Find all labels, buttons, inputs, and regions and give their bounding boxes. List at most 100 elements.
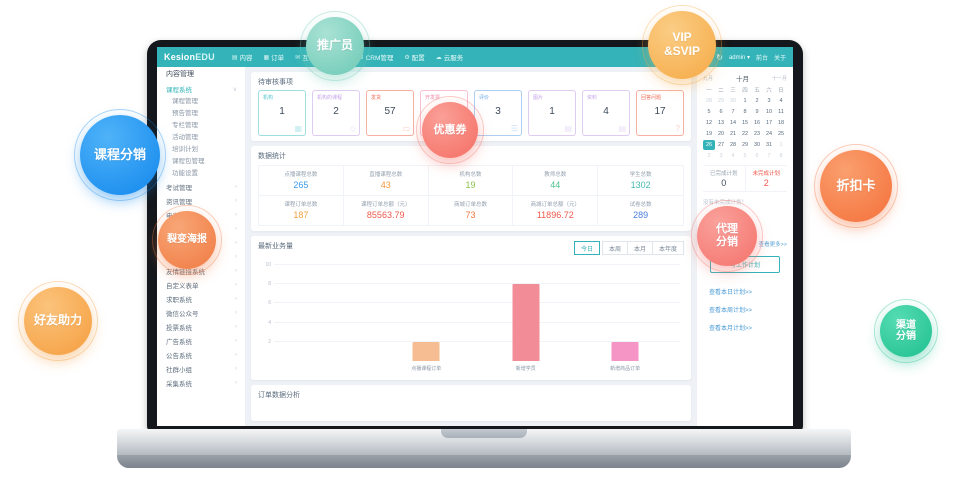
pending-item[interactable]: 机构的课程 2 ◇	[312, 90, 360, 136]
pending-item[interactable]: 资料 4 ▤	[582, 90, 630, 136]
bubble-vip-svip[interactable]: VIP &SVIP	[642, 5, 722, 85]
calendar-day[interactable]: 28	[729, 142, 737, 148]
calendar-day[interactable]: 13	[717, 120, 725, 126]
sidebar-group[interactable]: 自定义表单 ›	[157, 278, 245, 292]
pending-item[interactable]: 发货 57 ▭	[366, 90, 414, 136]
sidebar-group[interactable]: 投票系统 ›	[157, 320, 245, 334]
calendar-day[interactable]: 19	[705, 131, 713, 137]
calendar-day[interactable]: 10	[765, 109, 773, 115]
nav-item-cloud[interactable]: ☁ 云服务	[436, 52, 464, 63]
admin-dropdown[interactable]: admin ▾	[728, 54, 750, 61]
sidebar-group[interactable]: 求职系统 ›	[157, 292, 245, 306]
bubble-coupon[interactable]: 优惠券	[416, 96, 484, 164]
pending-item[interactable]: 回答问题 17?	[636, 90, 684, 136]
calendar-day[interactable]: 17	[765, 120, 773, 126]
bubble-friend-boost[interactable]: 好友助力	[18, 281, 98, 361]
nav-item-gear[interactable]: ⚙ 配置	[404, 52, 424, 63]
calendar-day[interactable]: 30	[729, 98, 737, 104]
calendar-day[interactable]: 16	[753, 120, 761, 126]
calendar-day[interactable]: 9	[755, 109, 759, 115]
sidebar-subitem[interactable]: 培训计划	[172, 146, 198, 153]
calendar-day[interactable]: 5	[743, 153, 747, 159]
calendar-day[interactable]: 24	[765, 131, 773, 137]
calendar-day[interactable]: 15	[741, 120, 749, 126]
sidebar-subitem[interactable]: 专栏管理	[172, 122, 198, 129]
stat-label: 点播课程总数	[284, 172, 318, 178]
calendar-day[interactable]: 25	[777, 131, 785, 137]
calendar-day[interactable]: 23	[753, 131, 761, 137]
next-month[interactable]: 十一月	[771, 75, 787, 82]
calendar-day[interactable]: 27	[717, 142, 725, 148]
frontend-link[interactable]: 前台	[755, 55, 768, 62]
sidebar-group[interactable]: 广告系统 ›	[157, 334, 245, 348]
nav-item-doc[interactable]: ▤ 内容	[232, 52, 253, 63]
app-logo[interactable]: KesionEDU	[164, 52, 215, 62]
sidebar-group[interactable]: 课程系统 ∨	[157, 82, 245, 96]
calendar-day[interactable]: 18	[777, 120, 785, 126]
calendar-day[interactable]: 31	[765, 142, 773, 148]
chart-tab[interactable]: 本年度	[651, 241, 684, 255]
calendar-day[interactable]: 26	[703, 140, 715, 150]
calendar-day[interactable]: 6	[755, 153, 759, 159]
sidebar-subitem[interactable]: 课程包管理	[172, 158, 205, 165]
calendar-day[interactable]: 2	[707, 153, 711, 159]
chart-tab[interactable]: 今日	[573, 241, 600, 255]
calendar-day[interactable]: 30	[753, 142, 761, 148]
calendar-day[interactable]: 8	[743, 109, 747, 115]
chart-tab[interactable]: 本周	[601, 241, 628, 255]
sidebar-group[interactable]: 社群小组 ›	[157, 362, 245, 376]
view-week-plan-link[interactable]: 查看本周计划>>	[709, 308, 753, 314]
calendar-day[interactable]: 22	[741, 131, 749, 137]
sidebar-subitem[interactable]: 课程管理	[172, 98, 198, 105]
chart-bar[interactable]	[611, 341, 639, 361]
pending-item[interactable]: 机构 1 ▦	[258, 90, 306, 136]
calendar-day[interactable]: 3	[719, 153, 723, 159]
sidebar-group[interactable]: 采集系统 ›	[157, 376, 245, 390]
calendar-day[interactable]: 1	[779, 142, 783, 148]
sidebar-group[interactable]: 考试管理 ›	[157, 180, 245, 194]
prev-month[interactable]: 九月	[703, 75, 714, 82]
calendar-day[interactable]: 4	[779, 98, 783, 104]
orders-card: 订单数据分析	[251, 385, 691, 421]
view-today-plan-link[interactable]: 查看本日计划>>	[709, 290, 753, 296]
calendar-day[interactable]: 14	[729, 120, 737, 126]
bubble-agent-distribution[interactable]: 代理 分销	[691, 200, 763, 272]
sidebar-group[interactable]: 资讯管理 ›	[157, 194, 245, 208]
gridline: 2	[268, 339, 680, 345]
calendar-day[interactable]: 7	[767, 153, 771, 159]
bubble-course-distribution[interactable]: 课程分销	[74, 109, 166, 201]
calendar-day[interactable]: 28	[705, 98, 713, 104]
sidebar-subitem[interactable]: 活动管理	[172, 134, 198, 141]
view-more-link[interactable]: 查看更多>>	[758, 242, 787, 248]
about-link[interactable]: 关于	[773, 55, 786, 62]
calendar-day[interactable]: 2	[755, 98, 759, 104]
bubble-fission-poster[interactable]: 裂变海报	[152, 205, 222, 275]
sidebar-group[interactable]: 公告系统 ›	[157, 348, 245, 362]
chart-tab[interactable]: 本月	[626, 241, 653, 255]
calendar-day[interactable]: 21	[729, 131, 737, 137]
calendar-day[interactable]: 4	[731, 153, 735, 159]
calendar-day[interactable]: 20	[717, 131, 725, 137]
nav-item-order[interactable]: ▦ 订单	[264, 52, 285, 63]
calendar-day[interactable]: 7	[731, 109, 735, 115]
calendar-day[interactable]: 11	[778, 109, 784, 115]
view-month-plan-link[interactable]: 查看本月计划>>	[709, 326, 753, 332]
bubble-promoter[interactable]: 推广员	[300, 11, 370, 81]
sidebar-group[interactable]: 微信公众号 ›	[157, 306, 245, 320]
pending-item[interactable]: 图片 1 ▤	[528, 90, 576, 136]
calendar-day[interactable]: 6	[719, 109, 723, 115]
bubble-channel-distribution[interactable]: 渠道 分销	[874, 299, 938, 363]
sidebar-subitem[interactable]: 功能设置	[172, 170, 198, 177]
calendar-day[interactable]: 1	[743, 98, 747, 104]
sidebar-subitem[interactable]: 预告管理	[172, 110, 198, 117]
chart-bar[interactable]	[512, 284, 540, 361]
calendar-day[interactable]: 5	[707, 109, 711, 115]
calendar-day[interactable]: 12	[705, 120, 713, 126]
calendar-day[interactable]: 8	[779, 153, 783, 159]
chart-bar[interactable]	[412, 341, 440, 361]
calendar-day[interactable]: 3	[767, 98, 771, 104]
bubble-discount-card[interactable]: 折扣卡	[814, 144, 898, 228]
undone-plans-value: 2	[763, 178, 769, 188]
calendar-day[interactable]: 29	[741, 142, 749, 148]
calendar-day[interactable]: 29	[717, 98, 725, 104]
